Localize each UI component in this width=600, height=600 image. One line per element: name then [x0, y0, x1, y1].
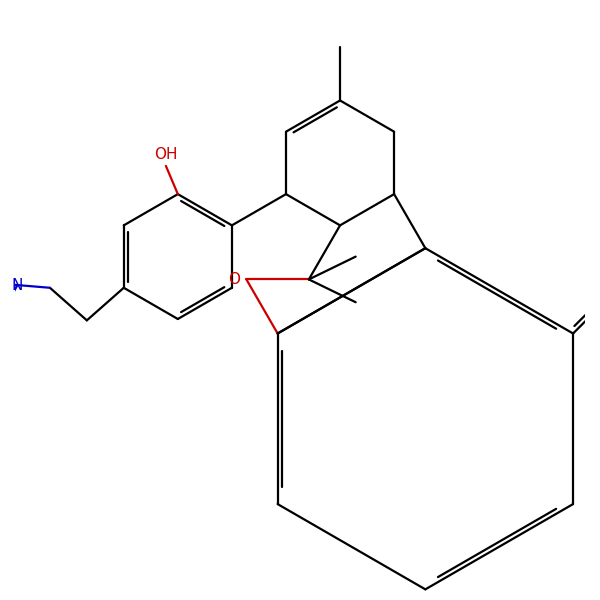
Text: OH: OH — [154, 146, 178, 161]
Text: N: N — [11, 278, 23, 293]
Text: O: O — [229, 272, 241, 287]
